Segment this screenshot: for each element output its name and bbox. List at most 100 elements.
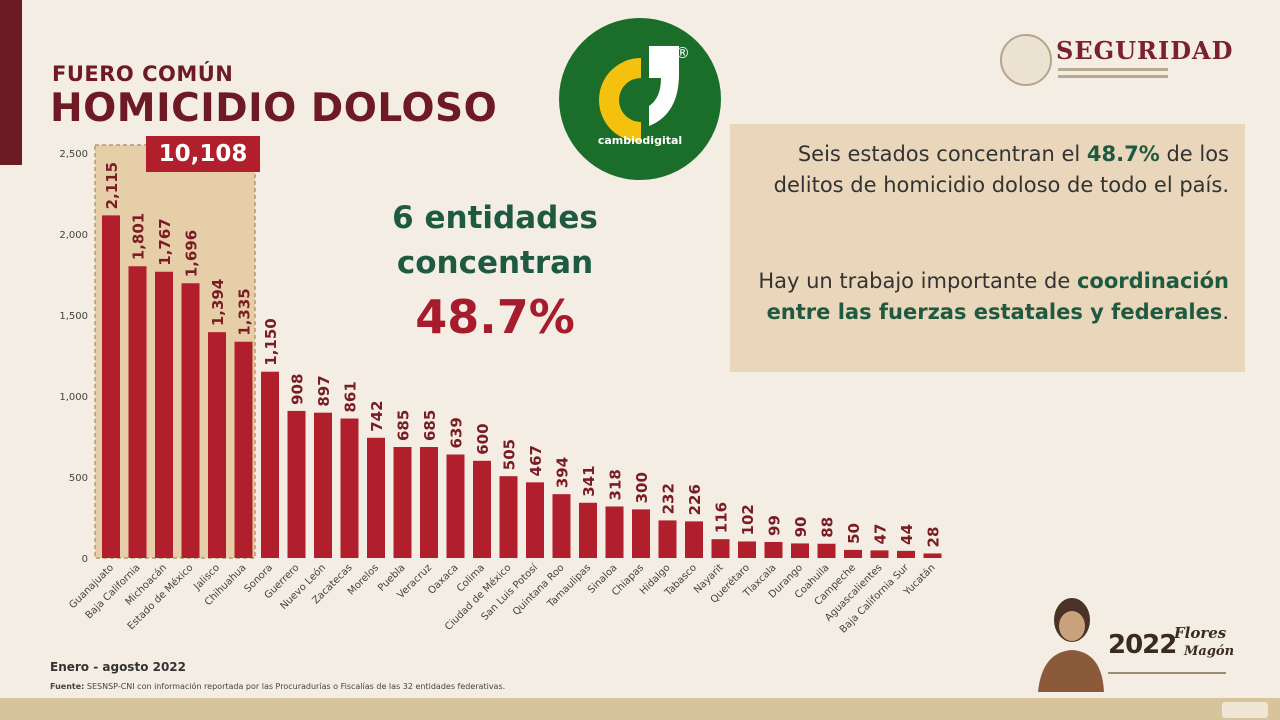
commemorative-year-logo: 2022 Flores Magón (1108, 616, 1234, 684)
note-text: . (1222, 300, 1229, 324)
value-label: 394 (554, 457, 572, 488)
commemorative-underline (1108, 672, 1226, 674)
note-percent: 48.7% (1086, 142, 1160, 166)
bar (420, 447, 438, 558)
value-label: 1,394 (209, 279, 227, 326)
y-tick-label: 0 (82, 554, 88, 565)
footer-badge-icon (1222, 702, 1268, 718)
value-label: 600 (474, 423, 492, 454)
value-label: 685 (421, 410, 439, 441)
value-label: 1,767 (156, 218, 174, 265)
commemorative-name-2: Magón (1184, 644, 1235, 659)
value-label: 88 (819, 517, 837, 538)
bar (208, 332, 226, 558)
bar (261, 371, 279, 558)
value-label: 28 (925, 527, 943, 548)
bar (791, 543, 809, 558)
bar (473, 460, 491, 558)
commemorative-year: 2022 (1108, 630, 1177, 660)
value-label: 116 (713, 502, 731, 533)
headline-line-1: 6 entidades (392, 200, 598, 236)
bar (817, 543, 836, 558)
value-label: 226 (686, 484, 704, 515)
value-label: 897 (315, 375, 333, 406)
bar (897, 550, 915, 558)
value-label: 341 (580, 465, 598, 496)
y-axis: 0 500 1,000 1,500 2,000 2,500 (59, 149, 88, 565)
value-label: 2,115 (103, 162, 121, 209)
value-label: 1,150 (262, 318, 280, 365)
cambiodigital-logo-icon: ® cambiodigital (559, 18, 721, 180)
bar (393, 447, 412, 558)
y-tick-label: 500 (69, 473, 88, 484)
value-label: 50 (845, 523, 863, 544)
bar (552, 494, 571, 558)
y-tick-label: 2,500 (59, 149, 88, 160)
registered-mark: ® (675, 44, 690, 62)
bar (711, 539, 730, 558)
bar (658, 520, 677, 558)
highlight-box (94, 144, 256, 559)
national-seal-icon (1000, 34, 1052, 86)
value-label: 90 (792, 517, 810, 538)
bar (340, 418, 359, 558)
headline-percent: 48.7% (415, 290, 575, 344)
bar (128, 266, 147, 558)
y-tick-label: 1,000 (59, 392, 88, 403)
total-badge: 10,108 (146, 136, 260, 172)
note-box: Seis estados concentran el 48.7% de los … (730, 124, 1245, 372)
bar (181, 283, 200, 558)
bar (923, 553, 942, 558)
bar (685, 521, 703, 558)
bar (314, 412, 332, 558)
org-subtitle-line (1058, 68, 1168, 71)
bar (102, 215, 120, 558)
value-label: 99 (766, 515, 784, 536)
value-label: 1,335 (236, 288, 254, 335)
note-paragraph-2: Hay un trabajo importante de coordinació… (729, 266, 1229, 328)
headline-line-2: concentran (396, 245, 594, 281)
source-label: Fuente: (50, 682, 85, 691)
bar (844, 549, 862, 558)
page-title: HOMICIDIO DOLOSO (50, 86, 498, 131)
bar (764, 541, 783, 558)
value-label: 639 (448, 417, 466, 448)
value-label: 467 (527, 445, 545, 476)
note-text: de los delitos de homicidio doloso de to… (773, 142, 1229, 197)
bar (367, 437, 385, 558)
bar (526, 482, 544, 558)
value-label: 102 (739, 504, 757, 535)
bar (155, 271, 173, 558)
bar (870, 550, 889, 558)
y-tick-label: 1,500 (59, 311, 88, 322)
value-label: 742 (368, 400, 386, 431)
top-six-highlight (94, 144, 256, 559)
bars (102, 215, 942, 558)
bottom-bar (0, 698, 1280, 720)
bar (738, 541, 756, 558)
value-label: 908 (289, 374, 307, 405)
note-emphasis: coordinación entre las fuerzas estatales… (766, 269, 1229, 324)
value-label: 505 (501, 439, 519, 470)
value-label: 685 (395, 410, 413, 441)
period-label: Enero - agosto 2022 (50, 660, 187, 674)
bar (605, 506, 624, 558)
value-label: 1,696 (183, 230, 201, 277)
left-accent-stripe (0, 0, 22, 165)
commemorative-name-1: Flores (1174, 624, 1227, 642)
bar (287, 410, 306, 558)
value-label: 232 (660, 483, 678, 514)
note-paragraph-1: Seis estados concentran el 48.7% de los … (749, 139, 1229, 201)
y-tick-label: 2,000 (59, 230, 88, 241)
org-subtitle-line (1058, 75, 1168, 78)
source-text: SESNSP-CNI con información reportada por… (86, 682, 506, 691)
bar (446, 454, 465, 558)
source-note: Fuente: SESNSP-CNI con información repor… (50, 682, 505, 691)
value-label: 47 (872, 524, 890, 545)
note-text: Seis estados concentran el (797, 142, 1087, 166)
kicker-text: FUERO COMÚN (52, 62, 234, 86)
bar (234, 341, 253, 558)
